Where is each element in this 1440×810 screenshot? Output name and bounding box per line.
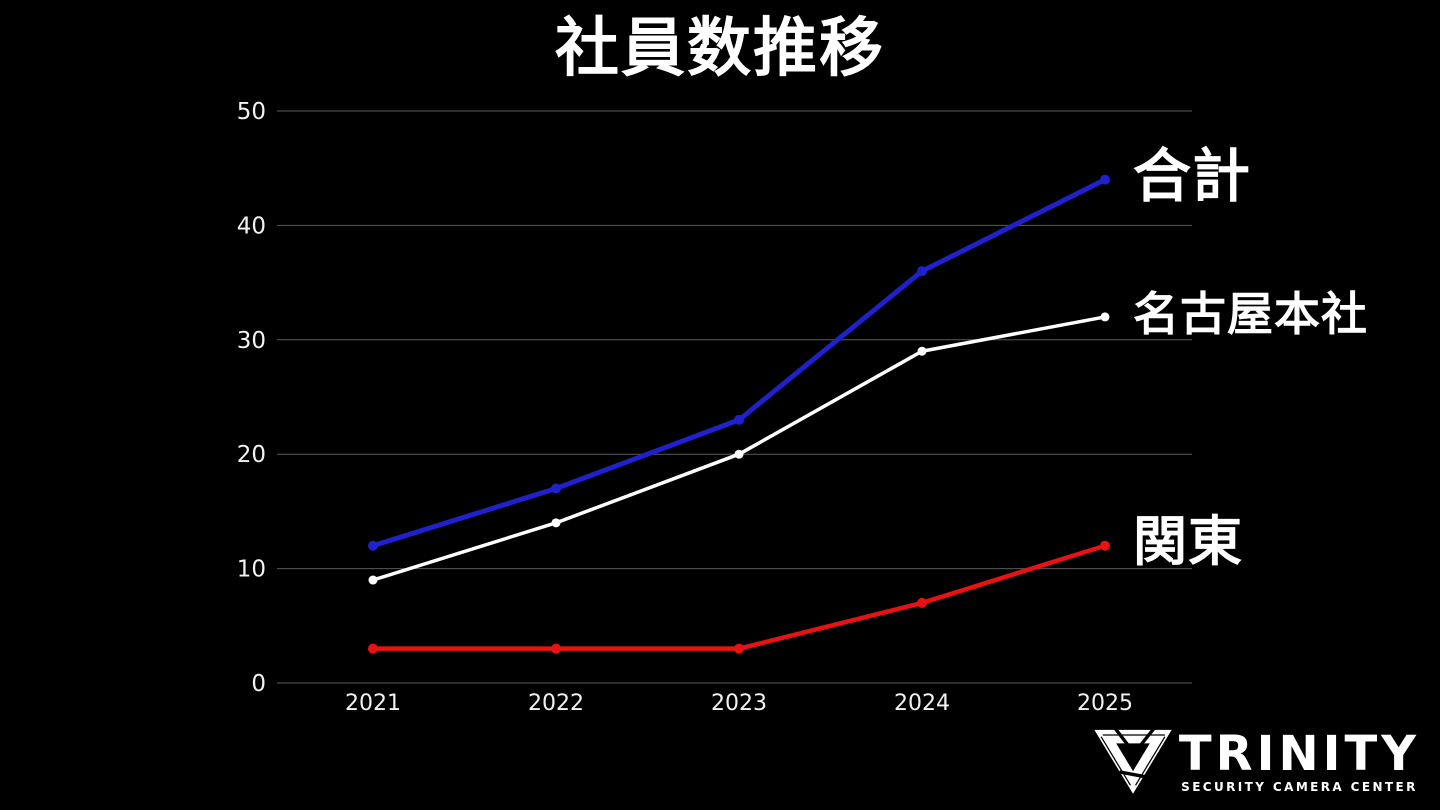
chart-title: 社員数推移 [555,12,885,86]
data-point-marker [368,540,378,551]
data-point-marker [734,414,744,425]
data-point-marker [917,266,927,277]
data-point-marker [734,643,744,654]
y-tick-label: 10 [237,557,266,583]
data-point-marker [368,643,378,654]
y-tick-label: 20 [237,442,266,468]
y-tick-label: 0 [251,671,266,697]
data-point-marker [551,518,561,528]
data-point-marker [368,575,378,585]
trinity-triangle-icon [1094,722,1172,794]
trinity-logo: TRINITY SECURITY CAMERA CENTER [1091,722,1420,800]
x-tick-label: 2022 [528,691,584,716]
series-line-3 [370,543,1108,651]
x-tick-label: 2023 [711,691,767,716]
data-point-marker [917,346,927,356]
y-tick-label: 40 [237,213,266,239]
y-tick-label: 50 [237,99,266,125]
x-tick-label: 2025 [1077,691,1133,716]
data-point-marker [551,643,561,654]
series-line-1 [370,177,1108,549]
data-point-marker [917,597,927,608]
x-tick-label: 2024 [894,691,950,716]
logo-tagline: SECURITY CAMERA CENTER [1181,779,1418,794]
logo-brand: TRINITY [1178,725,1420,782]
series-label-1: 合計 [1133,142,1252,211]
data-point-marker [1100,174,1110,185]
y-tick-label: 30 [237,328,266,354]
x-tick-label: 2021 [345,691,401,716]
series-line-2 [371,315,1107,582]
data-point-marker [1100,312,1110,322]
data-point-marker [734,449,744,459]
series-label-2: 名古屋本社 [1133,287,1368,342]
series-label-3: 関東 [1133,510,1243,574]
data-point-marker [1100,540,1110,551]
data-point-marker [551,483,561,494]
logo-text-block: TRINITY SECURITY CAMERA CENTER [1179,730,1420,793]
